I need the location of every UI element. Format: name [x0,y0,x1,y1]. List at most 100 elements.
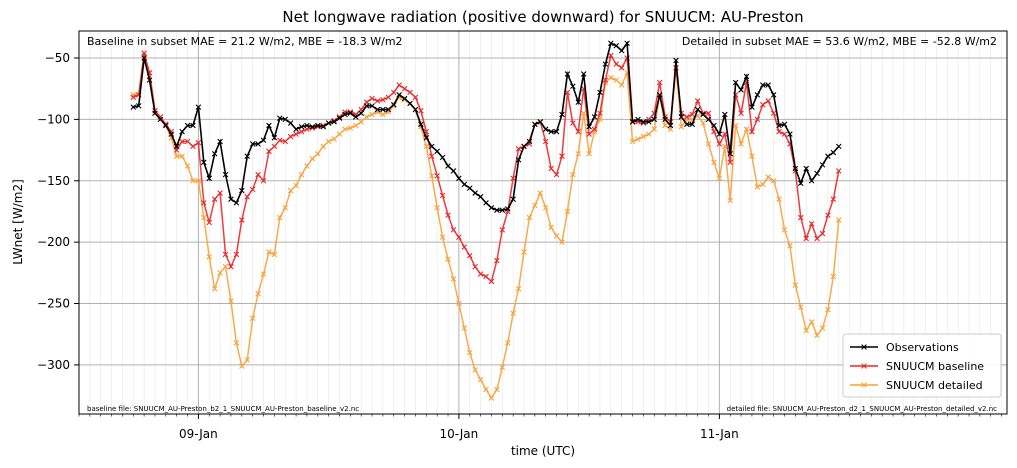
data-point [808,319,815,325]
data-point [711,122,717,129]
y-tick-label: −50 [45,51,70,65]
data-point [309,123,316,130]
data-point [705,141,712,147]
data-point [727,150,734,157]
data-point [195,139,202,146]
data-point [548,224,554,231]
footnote-right: detailed file: SNUUCM_AU-Preston_d2_1_SN… [727,405,997,413]
data-point [635,136,641,142]
data-point [271,135,278,141]
data-point [765,174,772,180]
data-point [277,115,283,121]
data-point [835,217,842,223]
data-point [380,111,386,118]
data-point [184,163,191,169]
data-point [803,327,809,334]
data-point [776,122,782,129]
data-point [770,110,777,117]
legend-marker [861,344,867,350]
data-point [309,155,316,162]
data-point [483,273,489,280]
data-point [792,165,799,172]
x-tick-label: 10-Jan [440,427,479,441]
data-point [575,99,582,105]
data-point [428,143,435,150]
data-point [716,141,723,147]
x-tick-label: 09-Jan [179,427,218,441]
series-layer [130,40,842,401]
footnote-left: baseline file: SNUUCM_AU-Preston_b2_1_SN… [87,405,359,413]
data-point [803,165,809,172]
y-tick-label: −150 [37,174,70,188]
data-point [542,138,549,145]
data-point [390,89,397,96]
data-point [575,150,582,157]
data-point [293,131,299,137]
data-point [456,175,462,182]
data-point [195,177,202,184]
data-point [423,135,430,141]
data-point [244,357,251,363]
data-point [211,285,218,292]
data-point [249,315,256,322]
data-point [320,143,326,150]
data-point [564,71,571,77]
data-point [163,122,169,129]
data-point [239,187,245,194]
data-point [504,340,511,346]
legend-label: Observations [886,341,959,354]
data-point [173,153,180,160]
data-point [727,159,734,166]
data-point [418,121,424,128]
data-point [293,182,299,189]
data-point [363,103,370,109]
data-point [732,79,739,86]
data-point [201,159,207,166]
data-point [483,386,489,393]
data-point [358,110,364,117]
data-point [754,184,761,190]
data-point [206,175,213,182]
data-point [255,141,261,147]
data-point [656,79,663,86]
data-point [445,163,451,169]
data-point [401,85,408,92]
data-point [434,204,440,211]
data-point [233,340,240,346]
data-point [602,61,609,67]
data-point [380,106,386,113]
data-point [651,126,658,132]
legend-marker [861,363,867,369]
data-point [260,271,267,277]
data-point [314,122,321,129]
data-point [314,150,321,157]
data-point [304,163,310,169]
data-point [814,170,820,177]
data-point [277,137,283,144]
data-point [591,126,598,132]
data-point [510,175,516,182]
data-point [255,171,261,178]
data-point [217,270,223,276]
data-point [428,173,435,179]
data-point [135,103,142,109]
data-point [819,230,826,237]
data-point [580,71,587,77]
data-point [825,306,831,313]
data-point [684,114,690,120]
data-point [456,300,462,307]
data-point [537,119,544,125]
data-point [559,239,565,245]
data-point [239,217,245,223]
data-point [526,214,533,221]
data-point [450,276,457,282]
data-point [450,227,457,233]
data-point [608,74,614,81]
data-point [211,196,218,202]
data-point [222,171,229,178]
data-point [228,298,234,304]
data-point [640,133,647,140]
data-point [168,131,175,137]
data-point [792,282,799,288]
data-point [206,254,213,260]
